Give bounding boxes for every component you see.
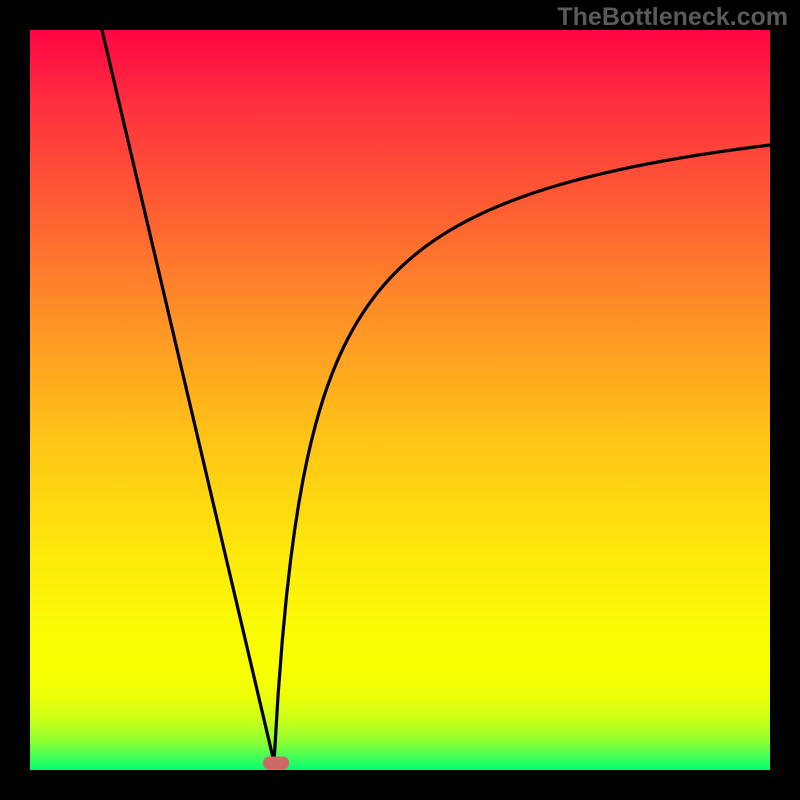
chart-svg: [30, 30, 770, 770]
watermark-text: TheBottleneck.com: [557, 3, 788, 32]
optimal-point-marker: [263, 757, 289, 770]
chart-plot-area: [30, 30, 770, 770]
gradient-background: [30, 30, 770, 770]
